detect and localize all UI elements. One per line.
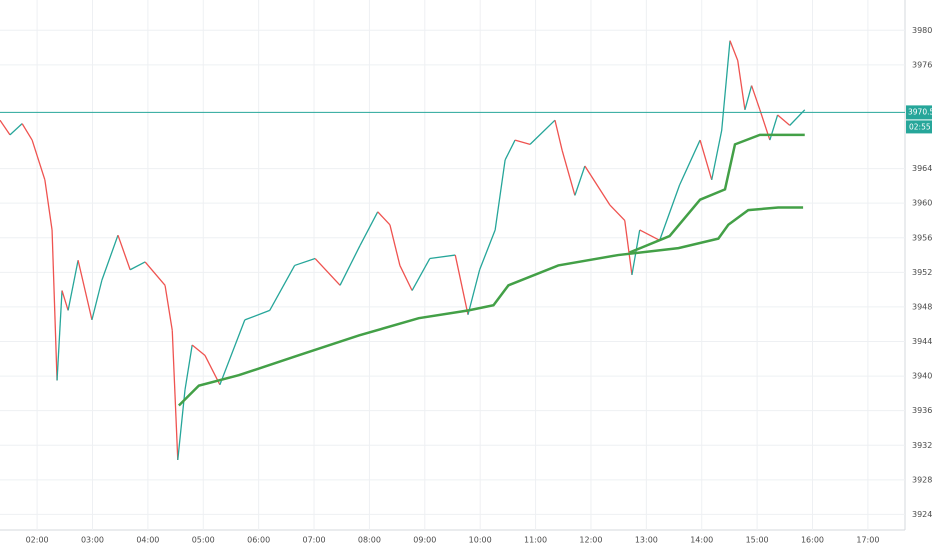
price-segment (294, 257, 316, 267)
price-segment (61, 290, 69, 311)
price-segment (117, 234, 131, 270)
y-tick-label: 3948.0 (912, 302, 932, 311)
x-tick-label: 09:00 (413, 536, 436, 545)
price-segment (429, 254, 456, 260)
price-segment (359, 211, 379, 246)
price-segment (31, 139, 46, 181)
x-tick-label: 03:00 (81, 536, 104, 545)
price-segment (678, 139, 701, 186)
x-tick-label: 11:00 (524, 536, 547, 545)
price-segment (399, 265, 413, 291)
countdown-label: 02:55 (909, 122, 931, 131)
x-tick-label: 04:00 (136, 536, 159, 545)
price-segment (494, 159, 506, 231)
y-tick-label: 3964.0 (912, 164, 932, 173)
x-tick-label: 15:00 (746, 536, 769, 545)
price-segment (777, 114, 791, 126)
price-segment (467, 269, 481, 315)
price-segment (737, 60, 746, 110)
price-segment (9, 123, 23, 136)
x-tick-label: 02:00 (26, 536, 49, 545)
x-tick-label: 14:00 (690, 536, 713, 545)
price-segment (144, 261, 166, 286)
price-segment (77, 260, 93, 321)
price-segment (504, 139, 516, 161)
price-segment (51, 229, 58, 381)
price-segment (164, 285, 173, 331)
price-segment (454, 254, 469, 315)
vwap-line (178, 206, 804, 407)
price-segment (269, 265, 296, 311)
price-segment (729, 40, 739, 61)
price-segment (514, 139, 531, 146)
x-tick-label: 12:00 (579, 536, 602, 545)
x-tick-label: 05:00 (192, 536, 215, 545)
y-tick-label: 3956.0 (912, 233, 932, 242)
price-segment (479, 229, 496, 270)
price-segment (129, 261, 146, 271)
price-segment (411, 258, 431, 291)
current-price-label: 3970.5 (908, 107, 932, 116)
price-segment (21, 123, 33, 141)
x-tick-label: 16:00 (801, 536, 824, 545)
x-tick-label: 07:00 (303, 536, 326, 545)
y-tick-label: 3932.0 (912, 441, 932, 450)
price-segment (101, 234, 119, 281)
price-segment (529, 119, 556, 145)
price-segment (56, 290, 63, 381)
y-tick-label: 3924.0 (912, 510, 932, 519)
price-segment (750, 85, 761, 111)
x-tick-label: 13:00 (635, 536, 658, 545)
price-segment (67, 260, 79, 311)
price-segment (721, 40, 731, 131)
y-tick-label: 3980.0 (912, 26, 932, 35)
price-segment (584, 165, 611, 206)
price-segment (561, 150, 576, 196)
price-segment (314, 258, 341, 286)
price-segment (554, 120, 563, 151)
y-tick-label: 3952.0 (912, 268, 932, 277)
price-segment (377, 211, 391, 226)
price-segment (574, 165, 586, 196)
price-segment (609, 204, 626, 221)
price-segment (639, 229, 660, 241)
price-segment (44, 179, 53, 231)
x-tick-label: 06:00 (247, 536, 270, 545)
price-segment (171, 330, 179, 460)
price-segment (91, 279, 103, 321)
y-tick-label: 3940.0 (912, 372, 932, 381)
y-tick-label: 3944.0 (912, 337, 932, 346)
x-tick-label: 17:00 (856, 536, 879, 545)
x-tick-label: 10:00 (469, 536, 492, 545)
price-segment (184, 344, 193, 391)
vwap-line (629, 133, 805, 254)
price-segment (339, 245, 361, 286)
y-tick-label: 3928.0 (912, 475, 932, 484)
price-segment (389, 224, 401, 266)
price-segment (219, 319, 246, 385)
price-segment (624, 220, 633, 276)
current-price-badge (906, 105, 932, 120)
y-tick-label: 3936.0 (912, 406, 932, 415)
price-segment (244, 309, 270, 321)
price-segment (659, 184, 681, 241)
y-tick-label: 3960.0 (912, 199, 932, 208)
price-segment (699, 139, 713, 181)
price-segment (711, 130, 723, 180)
price-segment (0, 119, 11, 136)
price-segment (191, 344, 206, 356)
countdown-badge (906, 120, 932, 134)
x-tick-label: 08:00 (358, 536, 381, 545)
y-tick-label: 3976.0 (912, 60, 932, 69)
price-segment (744, 85, 753, 110)
